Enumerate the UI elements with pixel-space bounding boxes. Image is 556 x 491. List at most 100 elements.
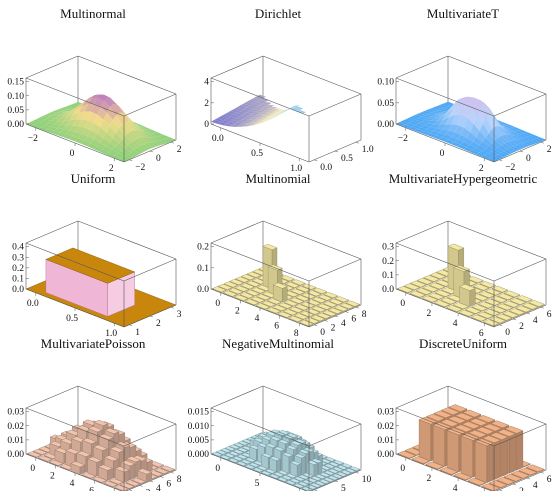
bar-side (296, 463, 302, 477)
surface-patch (458, 99, 468, 106)
surface-patch (100, 119, 110, 133)
y-tick-mark (499, 324, 503, 327)
surface-patch (69, 125, 79, 132)
bar-top (92, 444, 108, 451)
surface-patch (466, 144, 476, 150)
box-edge (25, 407, 125, 447)
y-tick-label: 1.0 (362, 145, 374, 155)
bar-top (496, 429, 516, 437)
surface-patch (257, 117, 267, 121)
surface-patch (467, 98, 478, 104)
bar-top (323, 463, 336, 469)
bar-top (228, 444, 241, 450)
surface-patch (48, 111, 59, 115)
bar-top (240, 459, 252, 465)
surface-patch (160, 134, 170, 139)
surface-patch (127, 152, 137, 158)
box-edge (123, 258, 177, 282)
z-tick-label: 0.01 (377, 436, 394, 446)
surface-patch (267, 112, 277, 116)
surface-patch (256, 94, 266, 99)
surface-patch (427, 120, 437, 125)
bar-top (103, 480, 119, 487)
surface-patch (448, 136, 458, 142)
bar-top (285, 445, 298, 450)
surface-patch (478, 150, 489, 156)
plot-multinormal: 0.00 0.05 0.10 0.15 −2 0 2 −2 0 2 (7, 55, 182, 174)
bar-top (302, 472, 314, 478)
bar-top (425, 461, 445, 470)
surface-patch (106, 142, 116, 150)
surface-patch (261, 113, 271, 116)
surface-patch (505, 129, 515, 136)
x-tick-label: 1.0 (105, 329, 117, 339)
bar-top (219, 454, 232, 460)
z-tick-label: 0.2 (382, 257, 394, 267)
surface-patch (430, 117, 440, 121)
surface-patch (494, 154, 504, 159)
surface-patch (433, 119, 443, 125)
z-tick-label: 0.005 (188, 436, 210, 446)
surface-patch (118, 150, 128, 157)
bar (297, 481, 310, 487)
surface-patch (261, 110, 271, 113)
bar-top (223, 453, 236, 458)
surface-patch (536, 137, 546, 141)
bar-top (468, 418, 488, 426)
surface-patch (150, 137, 161, 142)
surface-patch (44, 128, 54, 133)
surface-patch (135, 124, 145, 133)
bar (317, 294, 333, 302)
x-tick-label: −2 (28, 134, 38, 144)
surface-patch (442, 124, 452, 131)
surface-patch (78, 133, 88, 141)
surface-patch (97, 106, 107, 120)
surface-patch (128, 130, 138, 141)
y-tick-mark (355, 306, 359, 309)
y-tick-label: 4 (533, 481, 538, 491)
bar-top (293, 483, 305, 489)
surface-patch (467, 107, 477, 124)
bar-top (332, 460, 345, 465)
surface-patch (469, 149, 479, 155)
x-tick-label: 0 (70, 149, 75, 159)
surface-patch (495, 126, 505, 136)
bar-top (328, 298, 344, 305)
surface-patch (266, 116, 276, 122)
surface-patch (502, 125, 513, 129)
bar-top (250, 287, 266, 294)
surface-patch (246, 110, 256, 114)
bar-top (290, 279, 306, 286)
x-tick-label: 6 (274, 322, 279, 332)
bar (403, 283, 421, 291)
bar-top (396, 286, 414, 293)
surface-patch (103, 112, 113, 127)
bar-top (229, 278, 245, 286)
bar-top (314, 481, 326, 486)
surface-patch (514, 134, 524, 139)
surface-patch (224, 112, 234, 117)
y-tick-label: 10 (362, 475, 372, 485)
bar-top (236, 454, 249, 460)
surface-patch (408, 126, 418, 131)
surface-patch (262, 101, 272, 105)
bar-top (306, 460, 319, 465)
surface-patch (253, 121, 264, 126)
surface-patch (145, 129, 155, 134)
bar-top (276, 477, 289, 482)
z-tick-label: 0.3 (12, 253, 24, 263)
surface-patch (436, 114, 447, 121)
bar-top (266, 298, 282, 305)
x-tick-label: −2 (398, 134, 408, 144)
box-top (45, 247, 136, 284)
surface-patch (256, 100, 266, 104)
bar (266, 298, 282, 306)
bar-top (458, 309, 476, 317)
surface-patch (61, 110, 71, 112)
surface-patch (479, 123, 489, 138)
bar-top (232, 449, 245, 455)
bar-top (211, 451, 224, 457)
surface-patch (424, 118, 434, 121)
y-tick-label: 8 (362, 310, 367, 320)
y-tick-mark (129, 324, 133, 327)
